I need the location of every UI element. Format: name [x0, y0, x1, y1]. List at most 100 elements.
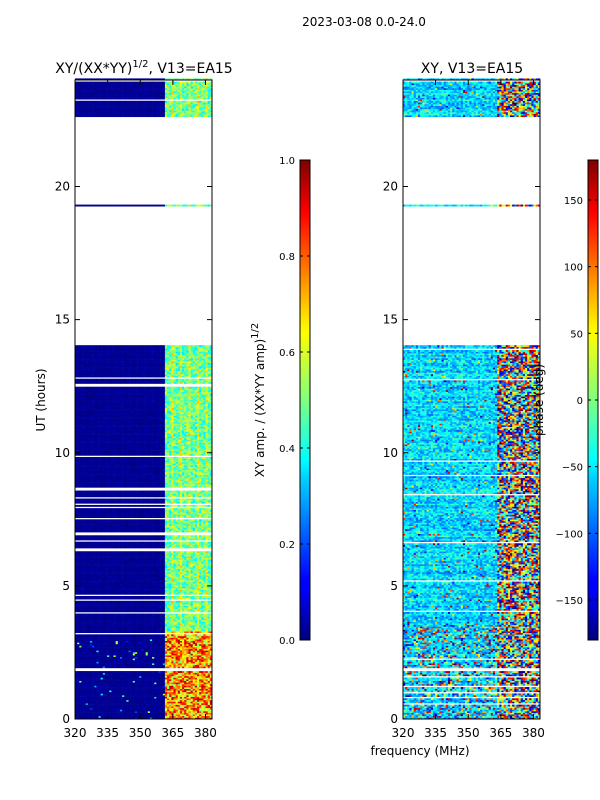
heatmap-cell	[128, 677, 131, 680]
heatmap-cell	[203, 707, 206, 710]
heatmap-cell	[111, 715, 114, 718]
heatmap-cell	[85, 634, 89, 637]
heatmap-cell	[171, 707, 174, 710]
heatmap-cell	[177, 706, 181, 709]
heatmap-cell	[137, 595, 140, 598]
heatmap-cell	[77, 701, 80, 704]
heatmap-cell	[79, 715, 82, 718]
heatmap-cell	[154, 698, 157, 701]
heatmap-cell	[79, 714, 82, 717]
heatmap-cell	[149, 693, 153, 696]
heatmap-cell	[164, 687, 168, 689]
heatmap-cell	[199, 707, 202, 710]
heatmap-cell	[190, 698, 194, 701]
heatmap-cell	[167, 691, 170, 694]
heatmap-cell	[83, 685, 87, 688]
heatmap-cell	[199, 671, 202, 673]
heatmap-cell	[188, 704, 191, 707]
heatmap-cell	[177, 704, 181, 707]
heatmap-cell	[167, 671, 170, 673]
heatmap-cell	[190, 693, 194, 696]
heatmap-cell	[160, 696, 164, 699]
heatmap-cell	[117, 691, 121, 694]
heatmap-cell	[85, 699, 89, 702]
heatmap-cell	[124, 709, 127, 712]
heatmap-cell	[87, 704, 91, 707]
heatmap-cell	[117, 715, 121, 718]
heatmap-cell	[182, 685, 185, 688]
heatmap-cell	[175, 680, 179, 683]
heatmap-cell	[81, 677, 84, 680]
heatmap-cell	[203, 691, 206, 694]
heatmap-cell	[177, 711, 181, 713]
heatmap-cell	[154, 693, 157, 696]
heatmap-cell	[201, 691, 204, 694]
heatmap-cell	[143, 613, 146, 616]
heatmap-cell	[113, 698, 116, 701]
heatmap-cell	[164, 680, 168, 683]
heatmap-cell	[177, 698, 181, 701]
heatmap-cell	[111, 600, 114, 603]
heatmap-cell	[134, 682, 138, 685]
heatmap-cell	[126, 688, 129, 691]
heatmap-cell	[126, 711, 129, 713]
heatmap-cell	[147, 691, 151, 694]
heatmap-cell	[169, 691, 172, 694]
heatmap-cell	[111, 685, 114, 688]
heatmap-cell	[173, 679, 176, 681]
heatmap-cell	[169, 709, 172, 712]
heatmap-cell	[205, 685, 209, 688]
heatmap-cell	[184, 714, 187, 717]
heatmap-cell	[137, 693, 140, 696]
heatmap-cell	[143, 706, 146, 709]
heatmap-cell	[197, 685, 200, 688]
heatmap-cell	[94, 671, 97, 673]
heatmap-cell	[100, 714, 104, 717]
heatmap-cell	[117, 717, 121, 720]
heatmap-cell	[75, 703, 78, 705]
heatmap-cell	[192, 682, 196, 685]
heatmap-cell	[152, 703, 155, 705]
heatmap-cell	[75, 698, 78, 701]
heatmap-cell	[158, 706, 161, 709]
heatmap-cell	[171, 679, 174, 681]
heatmap-cell	[119, 706, 123, 709]
heatmap-cell	[177, 688, 181, 691]
heatmap-cell	[113, 703, 116, 705]
heatmap-cell	[188, 703, 191, 705]
heatmap-cell	[122, 671, 125, 673]
heatmap-cell	[152, 715, 155, 718]
heatmap-cell	[79, 691, 82, 694]
heatmap-cell	[177, 613, 181, 616]
heatmap-cell	[102, 685, 106, 688]
heatmap-cell	[81, 712, 84, 715]
heatmap-cell	[109, 714, 112, 717]
heatmap-cell	[77, 711, 80, 713]
heatmap-cell	[182, 682, 185, 685]
heatmap-cell	[199, 714, 202, 717]
heatmap-cell	[182, 671, 185, 673]
heatmap-cell	[96, 695, 99, 697]
heatmap-cell	[203, 680, 206, 683]
heatmap-cell	[124, 688, 127, 691]
heatmap-cell	[158, 613, 161, 616]
heatmap-cell	[160, 699, 164, 702]
heatmap-cell	[203, 679, 206, 681]
heatmap-cell	[137, 714, 140, 717]
heatmap-cell	[145, 693, 149, 696]
heatmap-cell	[77, 682, 80, 685]
heatmap-cell	[107, 693, 110, 696]
heatmap-cell	[167, 693, 170, 696]
heatmap-cell	[164, 683, 168, 686]
heatmap-cell	[194, 698, 198, 701]
heatmap-cell	[173, 595, 176, 598]
heatmap-cell	[122, 600, 125, 603]
heatmap-cell	[100, 688, 104, 691]
heatmap-cell	[87, 690, 91, 693]
heatmap-cell	[117, 680, 121, 683]
heatmap-cell	[92, 613, 95, 616]
heatmap-cell	[126, 600, 129, 603]
heatmap-cell	[115, 706, 119, 709]
heatmap-cell	[164, 711, 168, 713]
panel1-title-main: XY/(XX*YY)	[55, 61, 132, 77]
